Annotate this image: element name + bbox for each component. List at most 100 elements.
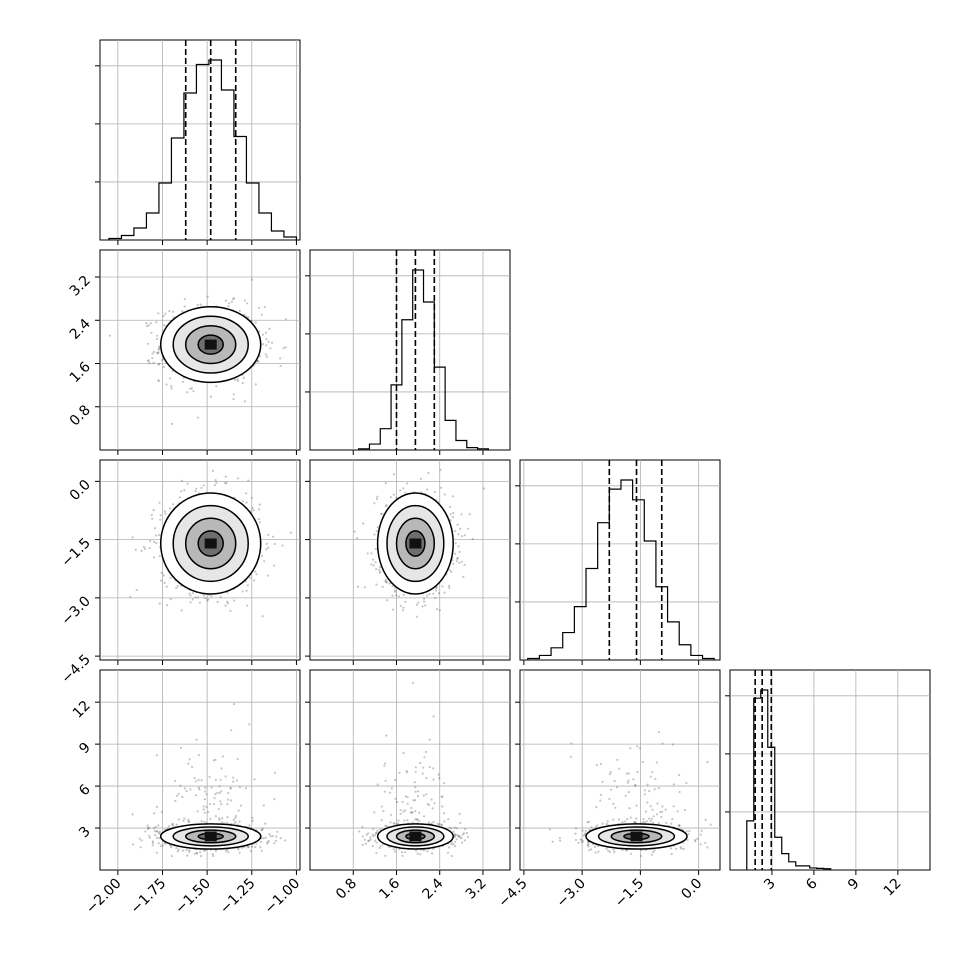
panel-frame [519, 459, 721, 661]
sample-point [182, 819, 185, 823]
sample-point [646, 801, 649, 804]
sample-point [230, 729, 233, 732]
sample-point [262, 804, 265, 807]
sample-point [168, 309, 171, 313]
sample-point [390, 787, 393, 790]
sample-point [401, 854, 404, 858]
sample-point [218, 817, 221, 820]
sample-point [161, 844, 164, 847]
sample-point [189, 788, 192, 791]
sample-point [194, 490, 197, 493]
sample-point [402, 593, 405, 597]
sample-point [186, 482, 189, 485]
sample-point [399, 604, 402, 607]
sample-point [243, 400, 246, 403]
sample-point [366, 552, 369, 555]
sample-point [464, 828, 467, 831]
sample-point [232, 393, 235, 396]
sample-point [236, 757, 239, 761]
sample-point [430, 798, 433, 801]
sample-point [196, 416, 200, 419]
sample-point [224, 775, 227, 778]
sample-point [374, 547, 377, 551]
sample-point [402, 752, 405, 755]
sample-point [159, 514, 162, 517]
tick-label-x: −1.50 [172, 876, 214, 918]
sample-point [379, 828, 382, 831]
histogram-3 [746, 689, 832, 870]
sample-point [676, 810, 679, 813]
sample-point [375, 583, 378, 586]
sample-point [134, 548, 137, 551]
sample-point [460, 837, 463, 840]
sample-point [265, 542, 268, 546]
sample-point [440, 795, 443, 798]
sample-point [149, 322, 152, 325]
sample-point [275, 835, 278, 838]
sample-point [175, 823, 178, 826]
sample-point [151, 844, 154, 847]
sample-point [452, 562, 455, 565]
sample-point [164, 842, 167, 845]
sample-point [187, 820, 190, 823]
sample-point [171, 370, 174, 373]
sample-point [158, 830, 162, 833]
sample-point [183, 787, 186, 790]
sample-point [427, 471, 430, 475]
sample-point [188, 850, 191, 853]
sample-point [402, 810, 405, 813]
sample-point [365, 833, 368, 836]
histogram-0 [108, 59, 298, 240]
sample-point [706, 846, 709, 849]
sample-point [170, 422, 174, 425]
sample-point [172, 310, 175, 313]
panel-frame [309, 249, 511, 451]
sample-point [267, 840, 270, 843]
sample-point [382, 810, 385, 813]
sample-point [218, 818, 221, 822]
sample-point [195, 852, 198, 855]
sample-point [254, 845, 257, 849]
sample-point [152, 827, 155, 830]
sample-point [266, 841, 269, 844]
sample-point [219, 778, 222, 781]
sample-point [169, 507, 172, 510]
sample-point [191, 598, 194, 601]
sample-point [406, 482, 409, 485]
sample-point [458, 561, 461, 564]
sample-point [453, 826, 456, 829]
sample-point [152, 556, 156, 559]
sample-point [258, 508, 261, 511]
sample-point [146, 824, 149, 827]
sample-point [441, 805, 444, 808]
sample-point [375, 851, 378, 855]
panel-inner [131, 670, 287, 858]
sample-point [392, 848, 395, 851]
sample-point [279, 837, 282, 840]
sample-point [183, 489, 186, 492]
sample-point [461, 833, 464, 836]
sample-point [160, 810, 163, 813]
sample-point [236, 379, 239, 382]
sample-point [186, 391, 189, 394]
sample-point [203, 820, 206, 823]
tick-label-x: 2.4 [420, 875, 447, 902]
sample-point [283, 839, 287, 842]
sample-point [395, 594, 398, 597]
sample-point [424, 750, 428, 754]
sample-point [284, 346, 287, 349]
sample-point [381, 585, 384, 589]
sample-point [157, 824, 160, 827]
sample-point [175, 847, 178, 850]
tick-label-x: −2.00 [83, 876, 125, 918]
sample-point [230, 300, 234, 303]
sample-point [399, 812, 402, 815]
sample-point [384, 580, 387, 583]
sample-point [157, 347, 160, 350]
sample-point [443, 591, 446, 594]
sample-point [463, 563, 466, 566]
sample-point [199, 854, 203, 858]
sample-point [466, 835, 470, 839]
sample-point [443, 820, 446, 823]
sample-point [375, 529, 378, 533]
